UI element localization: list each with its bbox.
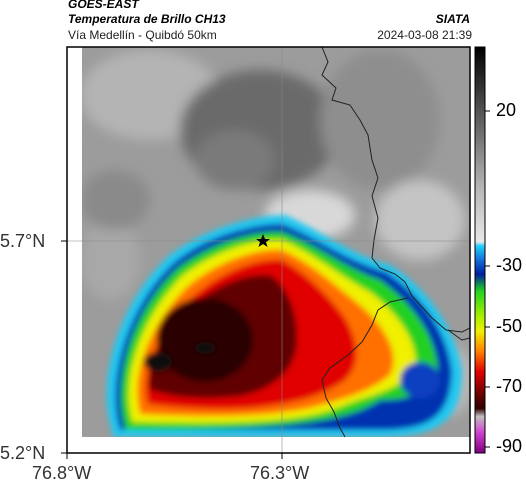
- colorbar-tick-label: -90: [496, 436, 523, 456]
- org-label: SIATA: [435, 12, 470, 26]
- plot-frame: [66, 46, 471, 454]
- colorbar-tick-label: -30: [496, 255, 523, 275]
- river-line: [321, 297, 409, 438]
- datetime-label: 2024-03-08 21:39: [377, 28, 472, 42]
- location-star-marker: [256, 234, 270, 247]
- colorbar-tick-label: -70: [496, 376, 523, 396]
- border-line: [321, 47, 470, 333]
- y-tick-label: 5.7°N: [0, 231, 46, 251]
- colorbar: [474, 46, 486, 454]
- y-tick-label: 5.2°N: [0, 443, 46, 463]
- satellite-label: GOES-EAST: [68, 0, 139, 11]
- colorbar-tick-label: -50: [496, 316, 523, 336]
- region-subtitle: Vía Medellín - Quibdó 50km: [68, 28, 217, 42]
- satellite-imagery: [67, 47, 470, 453]
- colorbar-tick-label: 20: [496, 100, 517, 120]
- x-tick-label: 76.8°W: [32, 463, 92, 483]
- x-tick-label: 76.3°W: [250, 463, 310, 483]
- product-title: Temperatura de Brillo CH13: [68, 12, 226, 26]
